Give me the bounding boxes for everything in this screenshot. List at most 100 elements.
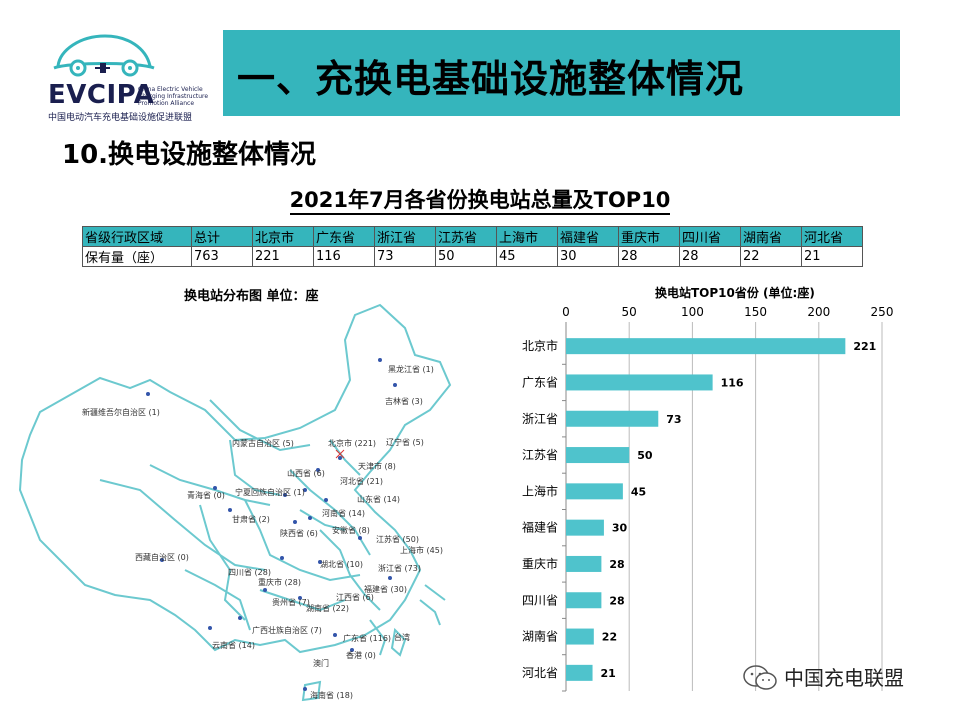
bar <box>566 374 713 391</box>
bar <box>566 628 594 645</box>
table-header-row: 省级行政区域 总计 北京市 广东省 浙江省 江苏省 上海市 福建省 重庆市 四川… <box>82 226 863 247</box>
watermark-text: 中国充电联盟 <box>784 666 904 690</box>
map-label: 安徽省 (8) <box>332 526 370 535</box>
data-label: 221 <box>853 340 876 353</box>
table-cell: 21 <box>801 246 863 267</box>
table-header-cell: 重庆市 <box>618 226 680 247</box>
table-header-cell: 江苏省 <box>435 226 497 247</box>
map-label: 天津市 (8) <box>358 462 396 471</box>
x-tick-label: 150 <box>744 305 767 319</box>
map-label: 重庆市 (28) <box>258 578 301 587</box>
category-label: 河北省 <box>522 666 558 680</box>
data-label: 45 <box>631 485 646 498</box>
map-label: 浙江省 (73) <box>378 564 421 573</box>
x-tick-label: 250 <box>871 305 894 319</box>
map-label: 贵州省 (7) <box>272 598 310 607</box>
x-tick-label: 0 <box>562 305 570 319</box>
map-label: 甘肃省 (2) <box>232 515 270 524</box>
category-label: 四川省 <box>522 593 558 607</box>
table-cell: 45 <box>496 246 558 267</box>
table-header-cell: 省级行政区域 <box>82 226 192 247</box>
table-title-text: 2021年7月各省份换电站总量及TOP10 <box>289 188 671 215</box>
table-header-cell: 上海市 <box>496 226 558 247</box>
table-cell: 763 <box>191 246 253 267</box>
table-header-cell: 广东省 <box>313 226 375 247</box>
province-table: 省级行政区域 总计 北京市 广东省 浙江省 江苏省 上海市 福建省 重庆市 四川… <box>82 226 863 267</box>
table-row: 保有量（座） 763 221 116 73 50 45 30 28 28 22 … <box>82 246 863 267</box>
x-tick-label: 100 <box>681 305 704 319</box>
category-label: 湖南省 <box>522 629 558 644</box>
table-header-cell: 四川省 <box>679 226 741 247</box>
table-cell: 保有量（座） <box>82 246 192 267</box>
table-cell: 73 <box>374 246 436 267</box>
category-label: 福建省 <box>522 520 558 535</box>
map-label: 福建省 (30) <box>364 585 407 594</box>
logo-brand-cn: 中国电动汽车充电基础设施促进联盟 <box>48 113 193 123</box>
map-label: 澳门 <box>313 659 329 668</box>
x-tick-label: 50 <box>622 305 637 319</box>
map-label: 山东省 (14) <box>357 495 400 504</box>
table-cell: 116 <box>313 246 375 267</box>
table-header-cell: 河北省 <box>801 226 863 247</box>
bar <box>566 338 846 355</box>
logo-car-icon <box>53 34 155 77</box>
bar <box>566 410 659 427</box>
china-map: 黑龙江省 (1) 吉林省 (3) 新疆维吾尔自治区 (1) 内蒙古自治区 (5)… <box>0 300 470 710</box>
data-label: 21 <box>601 667 616 680</box>
data-label: 116 <box>721 376 744 389</box>
table-cell: 50 <box>435 246 497 267</box>
bar <box>566 447 630 464</box>
map-label: 新疆维吾尔自治区 (1) <box>82 408 160 417</box>
map-label: 湖南省 (22) <box>306 604 349 613</box>
bar <box>566 592 602 609</box>
table-cell: 28 <box>679 246 741 267</box>
page-title: 一、充换电基础设施整体情况 <box>237 57 745 101</box>
bar <box>566 483 623 500</box>
bar <box>566 664 593 681</box>
map-label: 湖北省 (10) <box>320 560 363 569</box>
category-label: 广东省 <box>522 375 558 389</box>
bar <box>566 555 602 572</box>
evcipa-logo: EVCIPA China Electric Vehicle Charging I… <box>38 28 208 123</box>
map-label: 上海市 (45) <box>400 546 443 555</box>
table-header-cell: 湖南省 <box>740 226 802 247</box>
data-label: 28 <box>609 594 624 607</box>
map-caption: 换电站分布图 单位：座 <box>184 289 319 304</box>
map-label: 辽宁省 (5) <box>386 438 424 447</box>
map-label: 北京市 (221) <box>328 439 377 448</box>
table-cell: 28 <box>618 246 680 267</box>
map-label: 香港 (0) <box>346 651 376 660</box>
table-header-cell: 北京市 <box>252 226 314 247</box>
category-label: 浙江省 <box>522 412 558 426</box>
category-label: 上海市 <box>522 483 558 498</box>
map-label: 河北省 (21) <box>340 477 383 486</box>
table-title: 2021年7月各省份换电站总量及TOP10 <box>0 184 960 215</box>
map-label: 广东省 (116) <box>343 634 392 643</box>
map-label: 海南省 (18) <box>310 691 353 700</box>
map-label: 黑龙江省 (1) <box>388 365 434 374</box>
bar <box>566 519 604 536</box>
table-cell: 221 <box>252 246 314 267</box>
map-label: 江苏省 (50) <box>376 535 419 544</box>
x-tick-label: 200 <box>807 305 830 319</box>
table-cell: 22 <box>740 246 802 267</box>
map-label: 吉林省 (3) <box>385 397 423 406</box>
table-cell: 30 <box>557 246 619 267</box>
map-label: 宁夏回族自治区 (1) <box>235 488 305 497</box>
map-label: 河南省 (14) <box>322 509 365 518</box>
data-label: 22 <box>602 631 617 644</box>
top10-bar-chart: 0 50 100 150 200 250 北京市 221 广东省 116 浙江省 73 江苏省 50 上海市… <box>522 305 894 692</box>
table-header-cell: 浙江省 <box>374 226 436 247</box>
chart-title: 换电站TOP10省份 (单位:座) <box>655 286 815 300</box>
map-label: 云南省 (14) <box>212 641 255 650</box>
map-label: 四川省 (28) <box>228 568 271 577</box>
category-label: 重庆市 <box>522 556 558 571</box>
map-label: 江西省 (6) <box>336 593 374 602</box>
china-map-outline <box>18 303 452 702</box>
data-label: 30 <box>612 522 628 535</box>
section-heading: 10.换电设施整体情况 <box>62 140 317 170</box>
table-header-cell: 福建省 <box>557 226 619 247</box>
map-label: 西藏自治区 (0) <box>135 553 189 562</box>
table-header-cell: 总计 <box>191 226 253 247</box>
logo-brand-sub: China Electric Vehicle Charging Infrastr… <box>138 86 209 107</box>
